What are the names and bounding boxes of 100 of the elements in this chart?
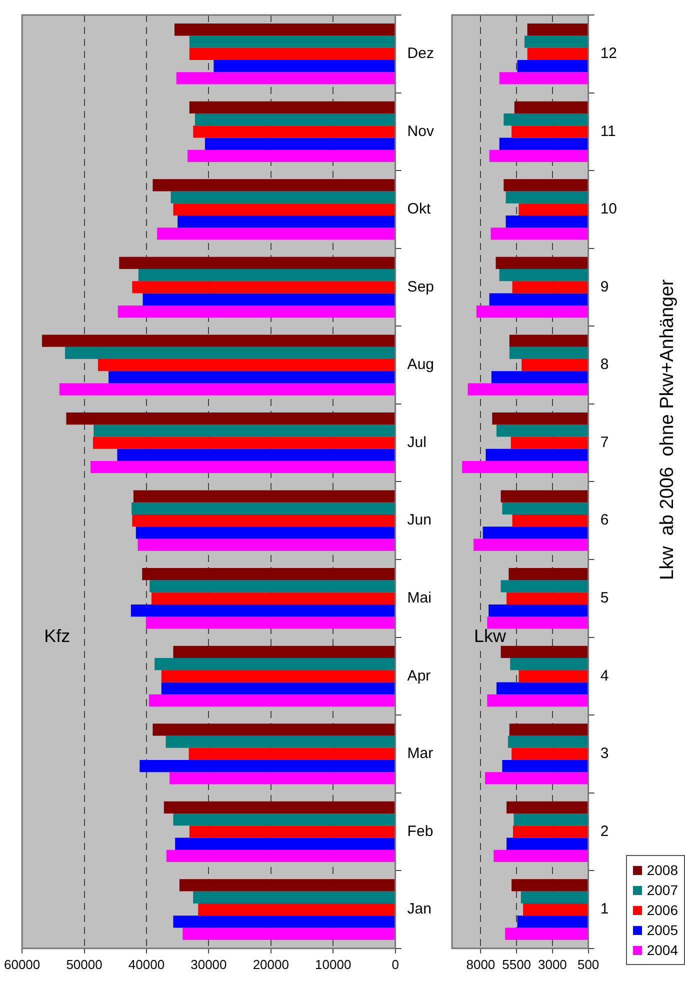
x-tick-label: 0	[392, 956, 399, 972]
bar	[152, 179, 395, 192]
bar	[193, 126, 395, 138]
x-tick-label: 60000	[4, 956, 40, 972]
y-tick-label: Apr	[407, 667, 431, 684]
bar	[136, 526, 395, 539]
bar	[140, 760, 395, 772]
text: Lkw ab 2006 ohne Pkw+Anhänger	[657, 279, 679, 580]
bar	[132, 514, 395, 527]
bar	[173, 916, 395, 928]
y-tick-label: Jun	[407, 512, 432, 529]
bar	[132, 281, 395, 294]
bar	[118, 305, 395, 318]
bar	[170, 772, 395, 784]
bar	[157, 228, 395, 240]
y-tick-label: Nov	[407, 122, 434, 140]
x-tick-label: 500	[577, 956, 600, 972]
bar	[108, 371, 395, 384]
bar	[204, 138, 395, 150]
bar	[188, 748, 395, 760]
y-tick-label: Mai	[407, 590, 432, 607]
y-tick-label: Feb	[407, 822, 434, 840]
bar	[182, 928, 395, 940]
bar	[179, 879, 395, 892]
y-tick-label: 4	[600, 667, 609, 684]
y-tick-label: Aug	[407, 356, 434, 374]
bar	[119, 256, 395, 270]
bar	[189, 36, 395, 48]
bar	[130, 604, 395, 617]
bar	[142, 293, 395, 306]
bar	[214, 60, 395, 72]
bar	[59, 383, 395, 396]
bar	[142, 568, 395, 580]
legend-label: 2005	[646, 922, 678, 938]
bar	[164, 801, 395, 814]
bar	[132, 502, 395, 515]
legend-label: 2006	[646, 902, 678, 918]
y-tick-label: Sep	[407, 278, 434, 296]
bar	[161, 670, 395, 682]
y-tick-label: Jul	[407, 434, 426, 451]
y-tick-label: 7	[600, 434, 609, 451]
bar	[173, 203, 395, 216]
x-tick-label: 20000	[252, 956, 289, 972]
bar	[64, 346, 395, 359]
bar	[42, 334, 395, 347]
bar	[151, 592, 395, 604]
x-tick-label: 40000	[128, 956, 165, 972]
bar	[146, 616, 395, 629]
bar	[189, 101, 395, 114]
bar	[138, 538, 395, 551]
bar	[92, 436, 395, 449]
y-tick-label: Okt	[407, 200, 432, 218]
bar	[178, 216, 395, 228]
bar	[133, 490, 395, 502]
y-tick-label: 3	[600, 745, 609, 762]
legend-label: 2007	[646, 882, 678, 898]
text: Kfz	[44, 626, 70, 646]
x-tick-label: 30000	[190, 956, 227, 972]
y-tick-label: 5	[600, 590, 609, 607]
bar	[138, 269, 395, 282]
y-tick-label: 10	[600, 200, 618, 218]
bar	[66, 412, 395, 425]
y-tick-label: Jan	[407, 900, 432, 918]
x-tick-label: 10000	[315, 956, 352, 972]
bar	[173, 814, 395, 826]
x-tick-label: 8000	[466, 956, 496, 972]
bar	[152, 724, 395, 736]
bar	[198, 903, 395, 916]
bar	[173, 646, 395, 658]
bar	[148, 694, 395, 706]
bar	[193, 891, 395, 904]
bar	[117, 448, 395, 462]
y-tick-label: 6	[600, 512, 609, 529]
x-tick-label: 3000	[538, 956, 567, 972]
bar	[90, 461, 395, 474]
text: Lkw	[474, 626, 508, 646]
y-tick-label: Mar	[407, 745, 434, 762]
bar	[189, 48, 395, 60]
y-tick-label: 9	[600, 278, 609, 296]
bar	[189, 826, 395, 838]
bar	[166, 736, 395, 748]
y-tick-label: Dez	[407, 45, 434, 62]
y-tick-label: 8	[600, 356, 609, 374]
legend-label: 2008	[646, 862, 678, 878]
y-tick-label: 2	[600, 822, 609, 840]
bar	[195, 113, 395, 126]
y-tick-label: 12	[600, 45, 618, 62]
y-tick-label: 1	[600, 900, 609, 918]
bar	[174, 24, 395, 36]
bar	[170, 191, 395, 204]
bar	[175, 838, 395, 850]
bar	[161, 682, 395, 694]
legend-label: 2004	[646, 942, 678, 958]
bar	[188, 150, 395, 162]
bar	[98, 358, 395, 372]
x-tick-label: 50000	[66, 956, 102, 972]
bar	[150, 580, 395, 592]
x-tick-label: 5500	[502, 956, 532, 972]
bar	[154, 658, 395, 670]
y-tick-label: 11	[600, 122, 616, 140]
